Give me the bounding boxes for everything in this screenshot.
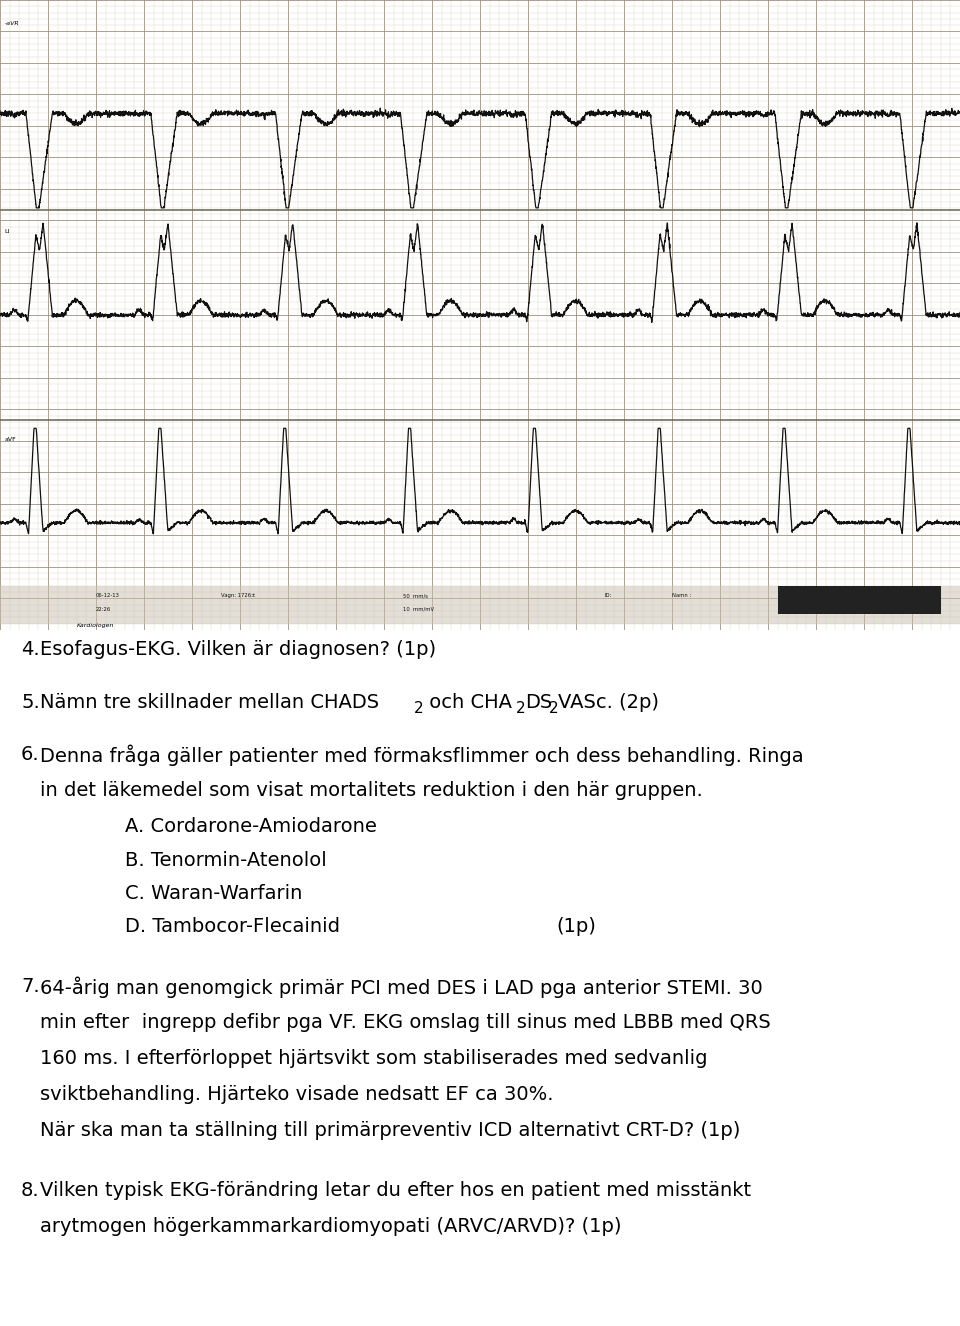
Text: aVF: aVF (5, 436, 16, 442)
Text: in det läkemedel som visat mortalitets reduktion i den här gruppen.: in det läkemedel som visat mortalitets r… (40, 781, 703, 800)
Text: Vagn: 1726±: Vagn: 1726± (221, 593, 255, 598)
Text: -aVR: -aVR (5, 21, 19, 27)
Text: ID:: ID: (605, 593, 612, 598)
Text: LI: LI (5, 229, 11, 235)
Bar (0, 586, 960, 623)
Text: 64-årig man genomgick primär PCI med DES i LAD pga anterior STEMI. 30: 64-årig man genomgick primär PCI med DES… (40, 976, 763, 998)
Text: min efter  ingrepp defibr pga VF. EKG omslag till sinus med LBBB med QRS: min efter ingrepp defibr pga VF. EKG oms… (40, 1013, 771, 1032)
Text: sviktbehandling. Hjärteko visade nedsatt EF ca 30%.: sviktbehandling. Hjärteko visade nedsatt… (40, 1085, 554, 1105)
Text: 8.: 8. (21, 1180, 39, 1200)
Text: VASc. (2p): VASc. (2p) (558, 692, 659, 712)
Text: Kardiologen: Kardiologen (77, 623, 114, 629)
Bar (778, 586, 941, 614)
Text: 5.: 5. (21, 692, 40, 712)
Text: Nämn tre skillnader mellan CHADS: Nämn tre skillnader mellan CHADS (40, 692, 379, 712)
Text: och CHA: och CHA (422, 692, 512, 712)
Text: När ska man ta ställning till primärpreventiv ICD alternativt CRT-D? (1p): När ska man ta ställning till primärprev… (40, 1122, 741, 1140)
Text: Denna fråga gäller patienter med förmaksflimmer och dess behandling. Ringa: Denna fråga gäller patienter med förmaks… (40, 745, 804, 766)
Text: 2: 2 (549, 701, 559, 716)
Text: Esofagus-EKG. Vilken är diagnosen? (1p): Esofagus-EKG. Vilken är diagnosen? (1p) (40, 640, 437, 659)
Text: 4.: 4. (21, 640, 39, 659)
Text: 7.: 7. (21, 976, 39, 996)
Text: DS: DS (525, 692, 553, 712)
Text: C. Waran-Warfarin: C. Waran-Warfarin (125, 884, 302, 903)
Text: 50  mm/s: 50 mm/s (403, 593, 428, 598)
Text: (1p): (1p) (557, 918, 597, 936)
Text: Namn :: Namn : (672, 593, 691, 598)
Text: A. Cordarone-Amiodarone: A. Cordarone-Amiodarone (125, 817, 376, 837)
Text: D. Tambocor-Flecainid: D. Tambocor-Flecainid (125, 918, 340, 936)
Text: Vilken typisk EKG-förändring letar du efter hos en patient med misstänkt: Vilken typisk EKG-förändring letar du ef… (40, 1180, 752, 1200)
Text: 22:26: 22:26 (96, 607, 111, 613)
Text: 2: 2 (516, 701, 526, 716)
Text: B. Tenormin-Atenolol: B. Tenormin-Atenolol (125, 850, 326, 870)
Text: 160 ms. I efterförloppet hjärtsvikt som stabiliserades med sedvanlig: 160 ms. I efterförloppet hjärtsvikt som … (40, 1049, 708, 1067)
Text: 2: 2 (414, 701, 423, 716)
Text: 10  mm/mV: 10 mm/mV (403, 607, 434, 613)
Text: 6.: 6. (21, 745, 39, 764)
Text: arytmogen högerkammarkardiomyopati (ARVC/ARVD)? (1p): arytmogen högerkammarkardiomyopati (ARVC… (40, 1217, 622, 1236)
Text: 06-12-13: 06-12-13 (96, 593, 120, 598)
